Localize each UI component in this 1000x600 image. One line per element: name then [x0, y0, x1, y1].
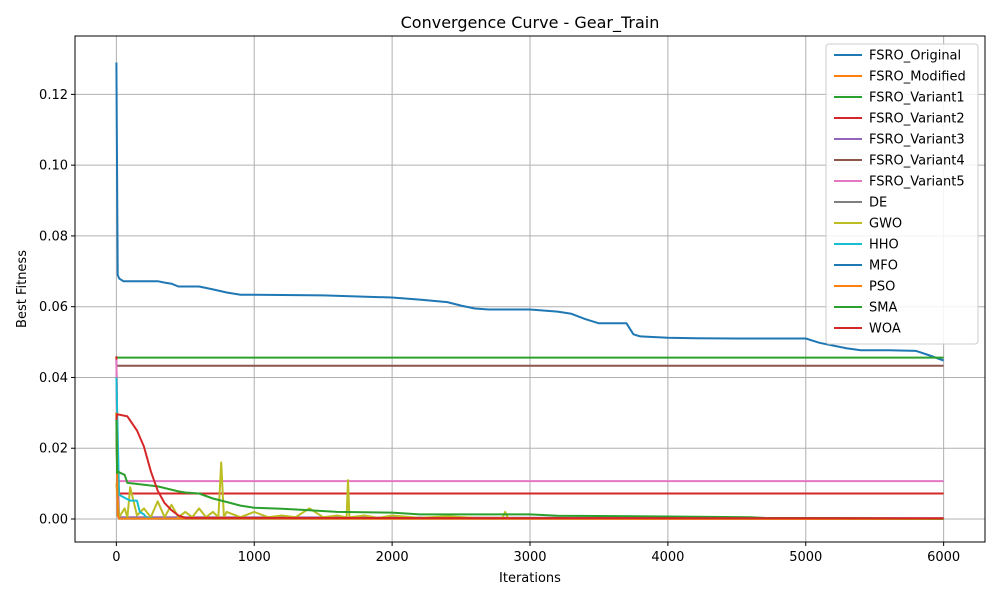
legend-label: FSRO_Variant2	[869, 112, 965, 127]
chart-title: Convergence Curve - Gear_Train	[401, 13, 660, 33]
legend-label: FSRO_Variant1	[869, 91, 965, 106]
x-axis-label: Iterations	[499, 571, 561, 586]
y-tick-label: 0.10	[39, 159, 68, 174]
series-lines	[115, 62, 944, 520]
x-tick-label: 1000	[238, 550, 271, 565]
y-tick-label: 0.02	[39, 442, 68, 457]
legend-label: FSRO_Original	[869, 49, 961, 64]
x-tick-label: 6000	[927, 550, 960, 565]
legend-box	[825, 43, 979, 345]
x-tick-label: 5000	[789, 550, 822, 565]
legend-label: DE	[869, 196, 887, 211]
x-tick-label: 3000	[513, 550, 546, 565]
legend-label: FSRO_Variant4	[869, 154, 965, 169]
y-axis-label: Best Fitness	[15, 250, 30, 328]
legend-label: MFO	[869, 259, 898, 274]
x-tick-label: 0	[112, 550, 120, 565]
legend-label: SMA	[869, 301, 897, 316]
series-line-woa	[115, 413, 944, 520]
y-tick-label: 0.08	[39, 229, 68, 244]
legend-label: WOA	[869, 322, 901, 337]
y-axis-ticks: 0.00 0.02 0.04 0.06 0.08 0.10 0.12	[39, 88, 75, 528]
legend-label: HHO	[869, 238, 899, 253]
legend: FSRO_Original FSRO_Modified FSRO_Variant1 F…	[825, 43, 979, 345]
legend-label: GWO	[869, 217, 902, 232]
legend-label: FSRO_Variant5	[869, 175, 965, 190]
y-tick-label: 0.04	[39, 371, 68, 386]
legend-label: PSO	[869, 280, 895, 295]
legend-label: FSRO_Variant3	[869, 133, 965, 148]
y-tick-label: 0.00	[39, 513, 68, 528]
x-tick-label: 4000	[651, 550, 684, 565]
y-tick-label: 0.12	[39, 88, 68, 103]
x-tick-label: 2000	[376, 550, 409, 565]
y-tick-label: 0.06	[39, 300, 68, 315]
series-line-fsro-original	[115, 62, 944, 362]
series-line-sma	[115, 419, 944, 520]
x-axis-ticks: 0 1000 2000 3000 4000 5000 6000	[112, 542, 960, 565]
legend-label: FSRO_Modified	[869, 70, 966, 85]
